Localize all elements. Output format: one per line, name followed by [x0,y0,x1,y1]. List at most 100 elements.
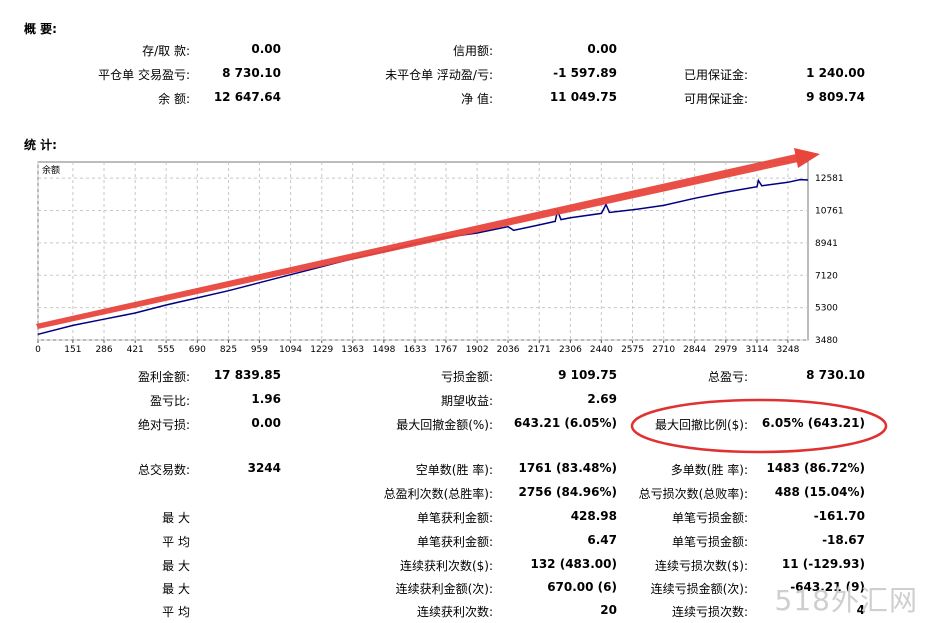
summary-label: 余 额: [158,92,190,106]
chart-y-tick-label: 3480 [815,336,838,346]
stats-value: 488 (15.04%) [774,485,865,499]
stats-value: -161.70 [813,509,865,523]
summary-value: 9 809.74 [806,90,865,104]
stats-label: 连续亏损次数($): [654,559,748,573]
stats-label: 最大回撤比例($): [654,418,748,432]
chart-x-tick-label: 421 [127,345,144,355]
stats-label: 单笔亏损金额: [671,511,748,525]
chart-x-tick-label: 2979 [714,345,737,355]
stats-label: 盈利金额: [137,370,190,384]
stats-value: 9 109.75 [558,368,617,382]
summary-value: 12 647.64 [213,90,281,104]
chart-x-tick-label: 2844 [683,345,706,355]
stats-value: 428.98 [570,509,617,523]
stats-value: 2.69 [587,392,617,406]
summary-title: 概 要: [24,22,57,36]
chart-balance-line [37,178,809,336]
chart-x-tick-label: 151 [64,345,81,355]
chart-y-tick-label: 5300 [815,304,838,314]
chart-x-tick-label: 2036 [497,345,520,355]
stats-value: 0.00 [251,416,281,430]
stats-label: 绝对亏损: [137,418,190,432]
summary-label: 未平仓单 浮动盈/亏: [385,68,493,82]
stats-label: 期望收益: [440,394,493,408]
chart-x-tick-label: 286 [95,345,112,355]
stats-label: 平 均 [162,605,190,619]
stats-value: -18.67 [822,533,865,547]
stats-label: 最大回撤金额(%): [396,418,493,432]
stats-label: 总盈亏: [707,370,748,384]
stats-label: 单笔亏损金额: [671,535,748,549]
chart-x-tick-label: 3114 [746,345,769,355]
stats-label: 盈亏比: [149,394,190,408]
stats-label: 单笔获利金额: [416,535,493,549]
stats-value: 670.00 (6) [547,580,617,594]
stats-value: 11 (-129.93) [781,557,865,571]
chart-x-tick-label: 1229 [310,345,333,355]
stats-label: 连续亏损金额(次): [650,582,748,596]
trend-arrow-head [794,148,820,168]
stats-label: 连续获利次数($): [399,559,493,573]
summary-value: 8 730.10 [222,66,281,80]
stats-label: 单笔获利金额: [416,511,493,525]
stats-value: 2756 (84.96%) [518,485,617,499]
chart-x-tick-labels: 0 151 286 421 555 690 825 959 1094 1229 1363 1498 16… [35,345,800,355]
stats-value: 3244 [247,461,281,475]
stats-value: 8 730.10 [806,368,865,382]
summary-value: 0.00 [587,42,617,56]
trend-arrow-annotation [36,148,820,329]
chart-x-tick-label: 2575 [621,345,644,355]
stats-value: 1761 (83.48%) [518,461,617,475]
chart-x-tick-label: 1498 [372,345,395,355]
stats-label: 最 大 [162,582,190,596]
stats-label: 连续亏损次数: [671,605,748,619]
summary-label: 信用额: [452,44,493,58]
stats-value: 643.21 (6.05%) [513,416,617,430]
summary-label: 存/取 款: [142,44,190,58]
stats-label: 平 均 [162,535,190,549]
stats-value: 17 839.85 [213,368,281,382]
highlight-ellipse-annotation [630,398,888,454]
watermark: 518外汇网 [774,584,918,617]
chart-plot-area [37,161,809,341]
stats-value: 1483 (86.72%) [766,461,865,475]
stats-label: 总交易数: [137,463,190,477]
stats-value: 6.05% (643.21) [761,416,865,430]
chart-x-tick-label: 1767 [435,345,458,355]
chart-y-tick-labels: 12581 10761 8941 7120 5300 3480 [815,174,844,346]
stats-label: 连续获利金额(次): [395,582,493,596]
chart-x-tick-label: 2306 [559,345,582,355]
stats-label: 总亏损次数(总败率): [638,487,748,501]
stats-value: -643.21 (9) [790,580,865,594]
stats-value: 20 [600,603,617,617]
stats-value: 132 (483.00) [530,557,617,571]
stats-label: 多单数(胜 率): [670,463,748,477]
chart-x-tick-label: 2171 [528,345,551,355]
chart-x-tick-label: 1363 [341,345,364,355]
summary-label: 已用保证金: [683,68,748,82]
stats-label: 最 大 [162,559,190,573]
stats-label: 亏损金额: [440,370,493,384]
stats-label: 空单数(胜 率): [415,463,493,477]
chart-y-tick-label: 12581 [815,174,844,184]
stats-label: 连续获利次数: [416,605,493,619]
chart-x-tick-label: 690 [189,345,206,355]
chart-x-tick-label: 0 [35,345,41,355]
stats-title: 统 计: [24,138,57,152]
summary-value: -1 597.89 [553,66,617,80]
chart-x-tick-label: 1902 [466,345,489,355]
chart-x-tick-label: 1094 [279,345,302,355]
chart-x-tick-label: 555 [158,345,175,355]
chart-x-tick-label: 825 [220,345,237,355]
chart-x-tick-label: 959 [251,345,268,355]
chart-y-tick-label: 7120 [815,271,838,281]
stats-label: 总盈利次数(总胜率): [383,487,493,501]
stats-value: 6.47 [587,533,617,547]
summary-label: 可用保证金: [683,92,748,106]
chart-series-label: 余额 [42,164,60,176]
summary-value: 11 049.75 [549,90,617,104]
summary-label: 净 值: [461,92,493,106]
chart-y-tick-label: 10761 [815,207,844,217]
chart-x-tick-label: 3248 [776,345,799,355]
summary-value: 1 240.00 [806,66,865,80]
